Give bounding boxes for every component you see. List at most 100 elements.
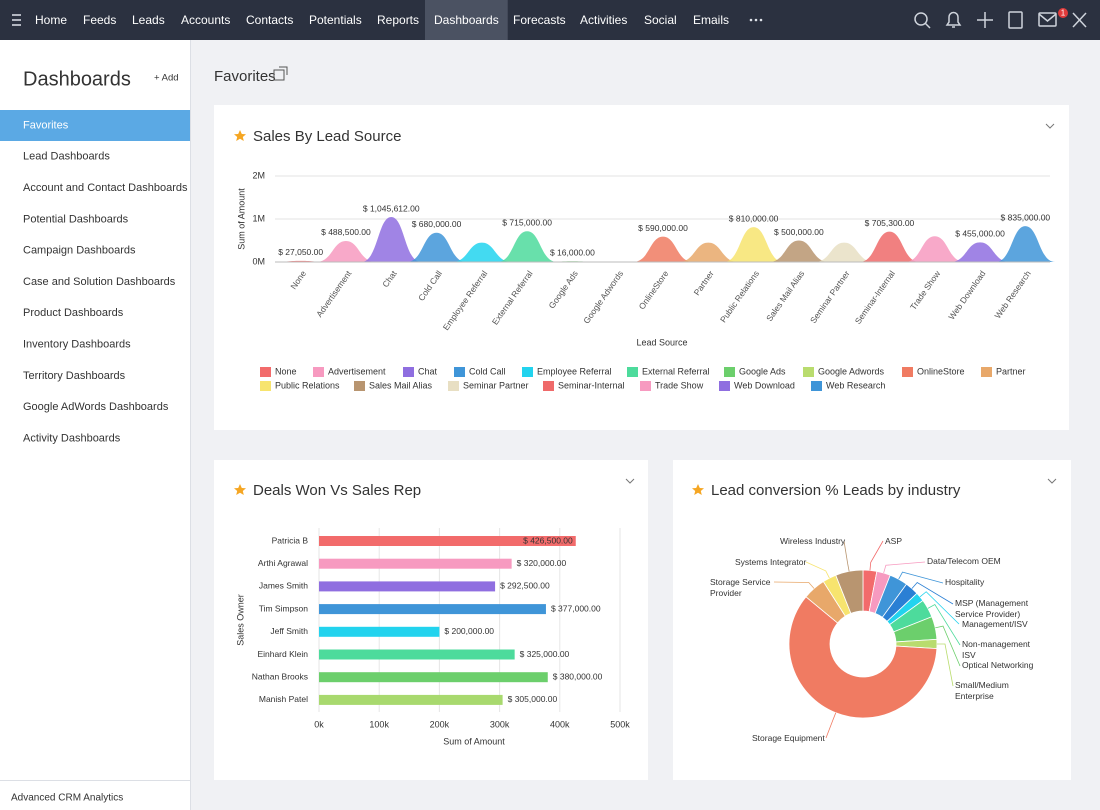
legend-swatch[interactable] bbox=[719, 381, 730, 391]
data-label: $ 426,500.00 bbox=[523, 535, 573, 545]
nav-item[interactable]: Emails bbox=[693, 13, 729, 27]
sidebar-item[interactable]: Google AdWords Dashboards bbox=[23, 401, 169, 413]
area-bump bbox=[497, 231, 558, 262]
nav-item[interactable]: Dashboards bbox=[434, 13, 499, 27]
nav-item[interactable]: Home bbox=[35, 13, 67, 27]
sidebar-active bbox=[0, 110, 190, 141]
nav-item[interactable]: Social bbox=[644, 13, 677, 27]
slice-label: Hospitality bbox=[945, 577, 985, 587]
y-axis-title: Sales Owner bbox=[235, 594, 245, 646]
card-menu[interactable] bbox=[1047, 478, 1057, 484]
add-dashboard[interactable]: + Add bbox=[154, 73, 179, 84]
nav-item[interactable]: Accounts bbox=[181, 13, 230, 27]
legend-label[interactable]: Seminar-Internal bbox=[558, 380, 625, 390]
nav-item[interactable]: Reports bbox=[377, 13, 419, 27]
card-menu[interactable] bbox=[1045, 123, 1055, 129]
mail-icon[interactable] bbox=[1038, 12, 1057, 27]
legend-label[interactable]: Google Adwords bbox=[818, 366, 885, 376]
legend-label[interactable]: Partner bbox=[996, 366, 1026, 376]
sidebar-item[interactable]: Lead Dashboards bbox=[23, 151, 110, 163]
legend-label[interactable]: Advertisement bbox=[328, 366, 386, 376]
legend-swatch[interactable] bbox=[981, 367, 992, 377]
data-label: $ 27,050.00 bbox=[278, 247, 323, 257]
sidebar-item[interactable]: Product Dashboards bbox=[23, 307, 124, 319]
card-menu[interactable] bbox=[625, 478, 635, 484]
sidebar-footer[interactable]: Advanced CRM Analytics bbox=[11, 793, 123, 804]
legend-swatch[interactable] bbox=[354, 381, 365, 391]
bar bbox=[319, 558, 512, 569]
favorite-star[interactable] bbox=[692, 484, 704, 495]
nav-item[interactable]: Contacts bbox=[246, 13, 293, 27]
legend-swatch[interactable] bbox=[902, 367, 913, 377]
bar bbox=[319, 694, 503, 705]
tools-icon[interactable] bbox=[1072, 12, 1087, 28]
sidebar-item[interactable]: Case and Solution Dashboards bbox=[23, 276, 176, 288]
sidebar-item[interactable]: Campaign Dashboards bbox=[23, 245, 136, 257]
area-bump bbox=[950, 242, 1010, 262]
y-tick-label: 1M bbox=[252, 213, 265, 223]
sidebar-item[interactable]: Favorites bbox=[23, 119, 69, 131]
nav-item[interactable]: Activities bbox=[580, 13, 627, 27]
legend-label[interactable]: Trade Show bbox=[655, 380, 704, 390]
data-label: $ 500,000.00 bbox=[774, 227, 824, 237]
legend-swatch[interactable] bbox=[724, 367, 735, 377]
legend-label[interactable]: Chat bbox=[418, 366, 438, 376]
legend-label[interactable]: Sales Mail Alias bbox=[369, 380, 433, 390]
card-title: Sales By Lead Source bbox=[253, 128, 401, 145]
legend-swatch[interactable] bbox=[448, 381, 459, 391]
more-icon[interactable] bbox=[749, 18, 763, 22]
nav-item[interactable]: Feeds bbox=[83, 13, 116, 27]
legend-label[interactable]: Web Research bbox=[826, 380, 885, 390]
legend-label[interactable]: Google Ads bbox=[739, 366, 786, 376]
leader-line bbox=[805, 561, 830, 579]
legend-swatch[interactable] bbox=[803, 367, 814, 377]
legend-label[interactable]: External Referral bbox=[642, 366, 710, 376]
legend-swatch[interactable] bbox=[543, 381, 554, 391]
legend-swatch[interactable] bbox=[522, 367, 533, 377]
legend-label[interactable]: Seminar Partner bbox=[463, 380, 529, 390]
legend-label[interactable]: None bbox=[275, 366, 297, 376]
sidebar-item[interactable]: Activity Dashboards bbox=[23, 432, 121, 444]
legend-swatch[interactable] bbox=[454, 367, 465, 377]
data-label: $ 455,000.00 bbox=[955, 229, 1005, 239]
nav-item[interactable]: Potentials bbox=[309, 13, 362, 27]
bar bbox=[319, 604, 546, 615]
open-icon[interactable] bbox=[273, 66, 288, 81]
slice-label: Non-management ISV bbox=[962, 639, 1031, 660]
card bbox=[673, 460, 1071, 780]
page-title: Favorites bbox=[214, 68, 276, 85]
search-icon[interactable] bbox=[914, 12, 931, 29]
bell-icon[interactable] bbox=[945, 11, 962, 28]
favorite-star[interactable] bbox=[234, 130, 246, 141]
y-axis-title: Sum of Amount bbox=[236, 188, 246, 250]
legend-swatch[interactable] bbox=[640, 381, 651, 391]
legend-label[interactable]: Employee Referral bbox=[537, 366, 612, 376]
data-label: $ 680,000.00 bbox=[412, 219, 462, 229]
calendar-icon[interactable] bbox=[1008, 11, 1023, 29]
legend-label[interactable]: Web Download bbox=[734, 380, 795, 390]
data-label: $ 488,500.00 bbox=[321, 227, 371, 237]
add-icon[interactable] bbox=[977, 12, 993, 28]
legend-label[interactable]: Public Relations bbox=[275, 380, 340, 390]
legend-label[interactable]: OnlineStore bbox=[917, 366, 965, 376]
legend-swatch[interactable] bbox=[403, 367, 414, 377]
favorite-star[interactable] bbox=[234, 484, 246, 495]
legend-swatch[interactable] bbox=[260, 367, 271, 377]
y-tick-label: Patricia B bbox=[272, 535, 309, 545]
sidebar-item[interactable]: Account and Contact Dashboards bbox=[23, 182, 188, 194]
legend-swatch[interactable] bbox=[811, 381, 822, 391]
menu-icon[interactable] bbox=[12, 14, 21, 26]
card-title: Lead conversion % Leads by industry bbox=[711, 482, 961, 499]
legend-swatch[interactable] bbox=[627, 367, 638, 377]
nav-item[interactable]: Leads bbox=[132, 13, 165, 27]
legend-swatch[interactable] bbox=[313, 367, 324, 377]
sidebar-item[interactable]: Potential Dashboards bbox=[23, 213, 129, 225]
sidebar-item[interactable]: Territory Dashboards bbox=[23, 370, 126, 382]
nav-item[interactable]: Forecasts bbox=[513, 13, 566, 27]
sidebar-item[interactable]: Inventory Dashboards bbox=[23, 339, 131, 351]
y-tick-label: 2M bbox=[252, 170, 265, 180]
y-tick-label: Manish Patel bbox=[259, 694, 308, 704]
legend-label[interactable]: Cold Call bbox=[469, 366, 506, 376]
x-axis-title: Sum of Amount bbox=[443, 736, 505, 746]
legend-swatch[interactable] bbox=[260, 381, 271, 391]
